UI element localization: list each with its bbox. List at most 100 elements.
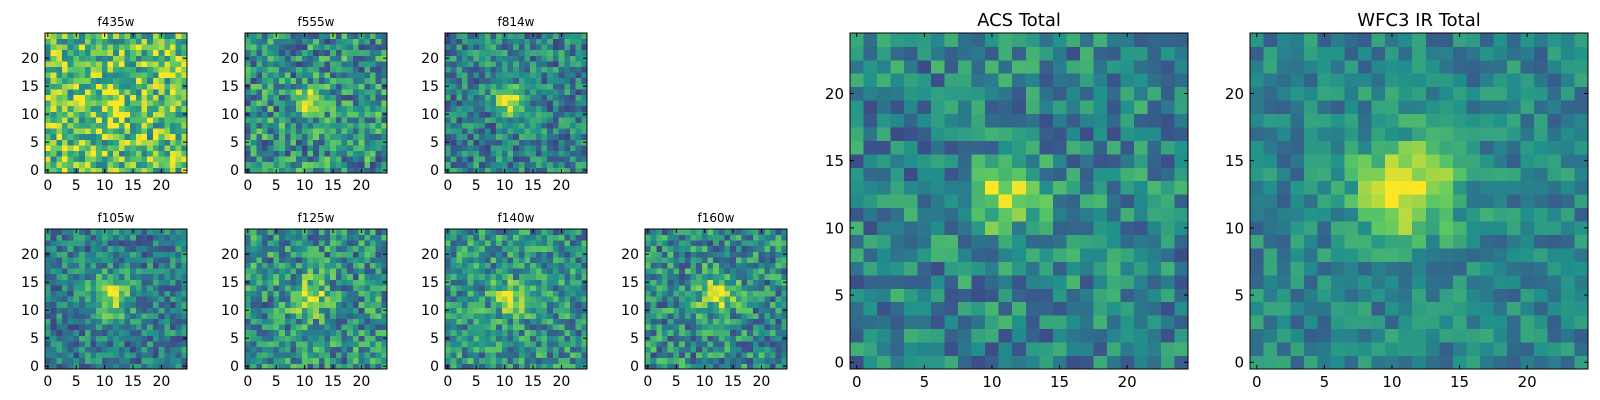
heatmap-cell: [1025, 355, 1040, 370]
heatmap-cell: [124, 346, 131, 353]
heatmap-cell: [507, 117, 514, 123]
heatmap-cell: [931, 328, 946, 343]
heatmap-cell: [752, 307, 759, 314]
heatmap-cell: [524, 122, 531, 129]
heatmap-cell: [769, 301, 777, 308]
heatmap-cell: [462, 229, 469, 235]
heatmap-cell: [284, 94, 291, 101]
heatmap-cell: [50, 100, 57, 107]
heatmap-cell: [290, 352, 297, 359]
heatmap-cell: [364, 262, 371, 269]
heatmap-cell: [50, 229, 57, 235]
heatmap-cell: [850, 194, 864, 209]
heatmap-cell: [484, 296, 491, 303]
heatmap-cell: [684, 324, 691, 331]
heatmap-cell: [775, 240, 782, 247]
heatmap-cell: [245, 318, 252, 325]
heatmap-cell: [547, 268, 554, 275]
heatmap-cell: [130, 329, 137, 336]
heatmap-cell: [73, 296, 80, 303]
heatmap-cell: [375, 66, 382, 73]
heatmap-cell: [547, 150, 554, 157]
heatmap-cell: [530, 273, 537, 280]
heatmap-cell: [662, 301, 669, 308]
heatmap-cell: [256, 301, 263, 308]
heatmap-cell: [524, 290, 531, 297]
heatmap-cell: [84, 324, 91, 331]
heatmap-cell: [324, 346, 331, 353]
heatmap-cell: [169, 363, 177, 370]
heatmap-cell: [73, 279, 80, 286]
heatmap-cell: [90, 262, 97, 269]
heatmap-cell: [1052, 301, 1067, 316]
heatmap-cell: [1025, 234, 1040, 249]
heatmap-cell: [450, 38, 457, 45]
heatmap-cell: [490, 150, 497, 157]
heatmap-cell: [445, 61, 452, 67]
heatmap-cell: [256, 279, 263, 286]
heatmap-cell: [369, 89, 377, 95]
heatmap-cell: [313, 44, 320, 51]
heatmap-cell: [341, 363, 348, 370]
heatmap-cell: [79, 257, 86, 263]
heatmap-cell: [313, 77, 320, 84]
heatmap-cell: [175, 324, 182, 331]
heatmap-cell: [569, 245, 577, 252]
heatmap-cell: [513, 357, 520, 364]
heatmap-cell: [307, 49, 314, 56]
heatmap-cell: [169, 77, 177, 84]
heatmap-cell: [324, 77, 331, 84]
heatmap-cell: [931, 288, 946, 303]
heatmap-cell: [124, 329, 131, 336]
heatmap-cell: [496, 296, 503, 303]
heatmap-cell: [118, 318, 125, 325]
heatmap-cell: [45, 161, 52, 168]
heatmap-cell: [141, 301, 148, 308]
heatmap-cell: [45, 72, 52, 79]
heatmap-cell: [473, 296, 480, 303]
heatmap-cell: [484, 161, 491, 168]
heatmap-cell: [656, 290, 663, 297]
heatmap-cell: [284, 335, 291, 342]
heatmap-cell: [267, 105, 274, 112]
heatmap-cell: [518, 257, 525, 263]
heatmap-cell: [530, 346, 537, 353]
heatmap-cell: [558, 161, 565, 168]
heatmap-cell: [175, 245, 182, 252]
heatmap-cell: [45, 346, 52, 353]
heatmap-cell: [324, 72, 331, 79]
heatmap-cell: [364, 49, 371, 56]
heatmap-cell: [164, 245, 171, 252]
heatmap-cell: [564, 341, 571, 347]
heatmap-cell: [507, 105, 514, 112]
heatmap-cell: [358, 285, 365, 291]
heatmap-cell: [73, 150, 80, 157]
y-tick-label: 10: [221, 107, 239, 123]
heatmap-cell: [552, 257, 559, 263]
heatmap-cell: [673, 296, 680, 303]
heatmap-cell: [358, 307, 365, 314]
heatmap-cell: [541, 133, 548, 140]
heatmap-cell: [696, 262, 703, 269]
heatmap-cell: [501, 357, 508, 364]
heatmap-cell: [473, 94, 480, 101]
heatmap-cell: [284, 33, 291, 39]
heatmap-cell: [62, 139, 69, 146]
heatmap-cell: [1066, 207, 1081, 222]
heatmap-cell: [296, 341, 303, 347]
heatmap-cell: [518, 301, 525, 308]
heatmap-cell: [256, 352, 263, 359]
heatmap-cell: [45, 156, 52, 163]
heatmap-cell: [245, 324, 252, 331]
heatmap-cell: [158, 150, 165, 157]
heatmap-cell: [1160, 355, 1175, 370]
heatmap-cell: [369, 145, 377, 151]
heatmap-cell: [369, 257, 377, 263]
heatmap-cell: [462, 357, 469, 364]
heatmap-cell: [524, 268, 531, 275]
heatmap-cell: [273, 38, 280, 45]
heatmap-cell: [552, 150, 559, 157]
heatmap-cell: [375, 352, 382, 359]
heatmap-cell: [484, 240, 491, 247]
heatmap-cell: [313, 150, 320, 157]
